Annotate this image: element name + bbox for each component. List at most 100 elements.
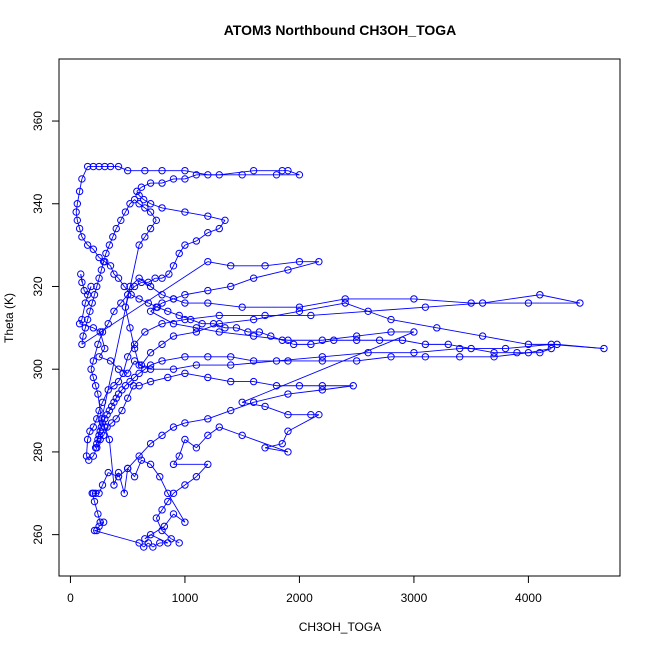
data-point: [456, 344, 464, 353]
data-point: [102, 249, 110, 258]
data-point: [83, 241, 92, 249]
series-segment: [127, 344, 135, 358]
data-point: [169, 460, 178, 469]
series-segment: [173, 323, 197, 329]
data-point: [119, 369, 127, 378]
data-point: [95, 162, 103, 171]
data-point: [126, 200, 134, 208]
series-segment: [184, 418, 208, 424]
data-point: [547, 344, 556, 353]
data-point: [204, 415, 212, 423]
series-segment: [97, 393, 102, 419]
data-point: [261, 444, 269, 452]
series-segment: [111, 402, 115, 407]
data-point: [192, 324, 201, 332]
data-point: [77, 270, 85, 278]
data-point: [123, 166, 132, 175]
data-point: [156, 539, 164, 547]
data-point: [341, 299, 349, 307]
series-segment: [81, 166, 89, 180]
series-segment: [127, 455, 140, 469]
data-point: [261, 262, 269, 270]
data-point: [227, 406, 235, 415]
series-segment: [161, 530, 172, 540]
series-segment: [150, 286, 163, 296]
series-segment: [104, 426, 110, 440]
data-point: [78, 315, 86, 324]
series-segment: [118, 389, 123, 395]
data-point: [103, 423, 111, 431]
series-segment: [94, 286, 98, 295]
data-point: [175, 452, 183, 460]
data-point: [249, 274, 258, 282]
series-segment: [110, 265, 115, 275]
data-point: [192, 237, 201, 245]
data-point: [87, 282, 95, 291]
data-point: [130, 473, 139, 481]
series-segment: [196, 464, 209, 478]
data-point: [490, 353, 498, 361]
series-segment: [253, 335, 289, 341]
data-point: [169, 423, 178, 431]
data-point: [112, 224, 120, 233]
series-segment: [161, 356, 186, 362]
data-point: [158, 166, 166, 175]
data-point: [181, 419, 189, 427]
data-point: [104, 320, 112, 328]
series-segment: [75, 203, 78, 213]
data-point: [169, 262, 178, 270]
data-point: [600, 344, 608, 353]
series-segment: [265, 447, 289, 453]
series-segment: [115, 410, 123, 420]
series-segment: [118, 373, 124, 382]
x-tick-label: 1000: [172, 591, 199, 605]
series-segment: [107, 311, 115, 324]
data-point: [186, 315, 195, 324]
series-segment: [118, 277, 125, 287]
series-segment: [100, 261, 105, 271]
series-segment: [92, 447, 98, 457]
data-point: [83, 315, 92, 324]
data-point: [215, 320, 223, 328]
series-segment: [242, 331, 415, 403]
series-segment: [173, 422, 186, 428]
data-point: [146, 361, 155, 369]
data-point: [110, 382, 118, 390]
series-segment: [184, 372, 208, 378]
series-segment: [150, 203, 163, 209]
series-segment: [134, 281, 142, 287]
series-segment: [170, 538, 180, 544]
series-segment: [86, 455, 90, 461]
data-point: [156, 473, 164, 481]
data-point: [158, 274, 166, 282]
data-point: [97, 266, 106, 274]
y-tick-label: 320: [31, 276, 45, 296]
series-segment: [98, 356, 111, 362]
data-point: [146, 460, 155, 469]
series-segment: [89, 426, 94, 432]
data-point: [81, 324, 90, 332]
series-segment: [179, 315, 191, 320]
data-point: [192, 171, 201, 179]
series-segment: [219, 426, 243, 436]
data-point: [94, 510, 102, 518]
data-point: [114, 274, 123, 282]
data-point: [135, 369, 143, 378]
series-segment: [120, 294, 129, 304]
data-point: [146, 179, 155, 187]
series-segment: [115, 220, 122, 229]
data-point: [121, 303, 130, 311]
series-segment: [184, 240, 197, 246]
series-segment: [218, 220, 226, 229]
data-point: [137, 456, 146, 464]
data-point: [249, 377, 258, 386]
series-segment: [528, 348, 552, 354]
data-point: [79, 332, 87, 340]
data-point: [421, 353, 430, 361]
series-segment: [207, 261, 231, 267]
series-segment: [184, 290, 208, 296]
data-point: [123, 369, 132, 378]
x-axis-label: CH3OH_TOGA: [299, 620, 381, 634]
data-point: [478, 299, 487, 307]
data-point: [387, 315, 395, 324]
